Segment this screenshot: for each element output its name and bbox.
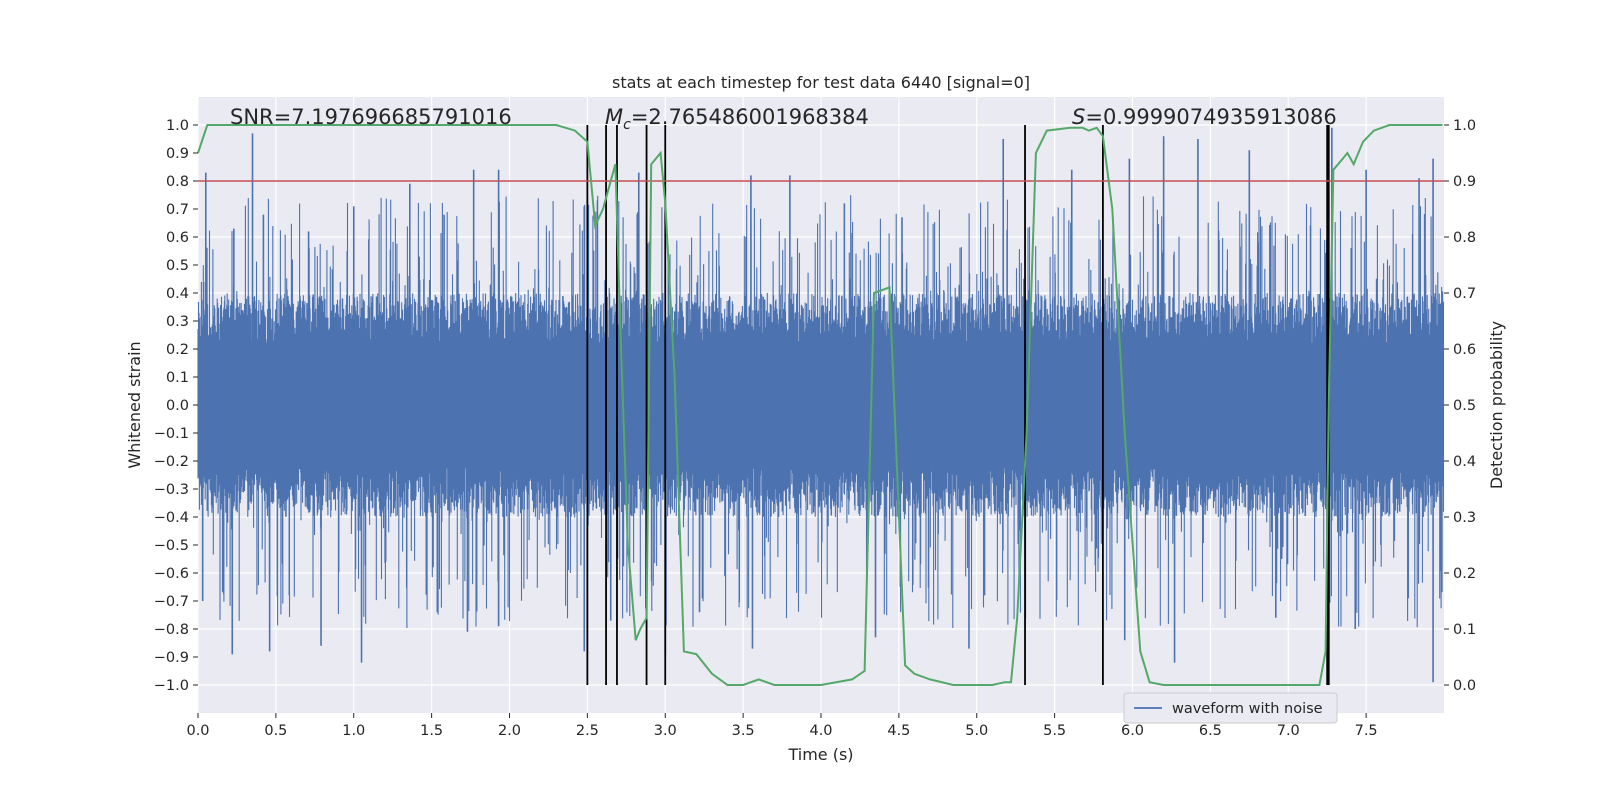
y2-tick-label: 0.6 xyxy=(1453,342,1476,358)
y-tick-label: 0.8 xyxy=(166,174,189,190)
y2-tick-label: 0.7 xyxy=(1453,286,1476,302)
x-tick-label: 1.0 xyxy=(342,723,365,739)
y-tick-label: 0.5 xyxy=(166,258,189,274)
y-tick-label: 1.0 xyxy=(166,118,189,134)
chirp-mass-symbol: M xyxy=(605,105,623,129)
x-tick-label: 0.0 xyxy=(186,723,209,739)
legend-label: waveform with noise xyxy=(1172,701,1323,717)
x-axis-label: Time (s) xyxy=(787,745,853,764)
x-tick-label: 6.5 xyxy=(1199,723,1222,739)
y2-tick-label: 0.2 xyxy=(1453,566,1476,582)
chirp-mass-value: =2.765486001968384 xyxy=(631,105,869,129)
y-tick-label: −1.0 xyxy=(154,678,189,694)
x-tick-label: 2.0 xyxy=(498,723,521,739)
y-tick-label: −0.1 xyxy=(154,426,189,442)
x-tick-label: 7.0 xyxy=(1277,723,1300,739)
x-tick-label: 3.0 xyxy=(654,723,677,739)
y-tick-label: −0.8 xyxy=(154,622,189,638)
y-tick-label: −0.5 xyxy=(154,538,189,554)
y-tick-label: −0.9 xyxy=(154,650,189,666)
detection-probability-line xyxy=(197,124,1443,686)
x-tick-label: 4.0 xyxy=(809,723,832,739)
axes: 0.0 0.5 1.0 1.5 2.0 2.5 3.0 3.5 4.0 4.5 5.0 5.5 6.0 6… xyxy=(154,118,1476,739)
y-tick-label: −0.2 xyxy=(154,454,189,470)
y-tick-label: −0.6 xyxy=(154,566,189,582)
legend: waveform with noise xyxy=(1123,692,1338,724)
x-tick-label: 7.5 xyxy=(1355,723,1378,739)
y-tick-label: 0.0 xyxy=(166,398,189,414)
significance-value: =0.9999074935913086 xyxy=(1085,105,1336,129)
y-tick-label: 0.2 xyxy=(166,342,189,358)
x-tick-label: 5.0 xyxy=(965,723,988,739)
y-tick-label: −0.7 xyxy=(154,594,189,610)
y-tick-label: 0.7 xyxy=(166,202,189,218)
y-axis-label: Whitened strain xyxy=(125,341,144,468)
y-tick-label: −0.4 xyxy=(154,510,189,526)
y2-tick-label: 0.4 xyxy=(1453,454,1476,470)
waveform-series xyxy=(197,127,1445,683)
y-tick-label: 0.9 xyxy=(166,146,189,162)
chart-title: stats at each timestep for test data 644… xyxy=(612,73,1030,92)
x-tick-label: 0.5 xyxy=(264,723,287,739)
x-tick-label: 3.5 xyxy=(732,723,755,739)
x-tick-label: 2.5 xyxy=(576,723,599,739)
x-tick-label: 4.5 xyxy=(887,723,910,739)
y2-tick-label: 0.1 xyxy=(1453,622,1476,638)
significance-annotation: S=0.9999074935913086 xyxy=(1072,105,1337,129)
legend-box xyxy=(1123,692,1338,724)
snr-annotation: SNR=7.197696685791016 xyxy=(230,105,512,129)
y2-tick-label: 0.5 xyxy=(1453,398,1476,414)
x-tick-label: 6.0 xyxy=(1121,723,1144,739)
y2-axis-label: Detection probability xyxy=(1487,321,1506,489)
y2-tick-label: 0.8 xyxy=(1453,230,1476,246)
overlay-lines xyxy=(197,124,1444,686)
x-tick-label: 1.5 xyxy=(420,723,443,739)
y-tick-label: 0.6 xyxy=(166,230,189,246)
y2-tick-label: 0.3 xyxy=(1453,510,1476,526)
chirp-mass-annotation: Mc=2.765486001968384 xyxy=(605,105,869,133)
chirp-mass-subscript: c xyxy=(623,117,631,133)
y-tick-label: 0.4 xyxy=(166,286,189,302)
y2-tick-label: 0.9 xyxy=(1453,174,1476,190)
significance-symbol: S xyxy=(1072,105,1085,129)
y-tick-label: 0.1 xyxy=(166,370,189,386)
y2-tick-label: 0.0 xyxy=(1453,678,1476,694)
y-tick-label: −0.3 xyxy=(154,482,189,498)
y-tick-label: 0.3 xyxy=(166,314,189,330)
x-tick-label: 5.5 xyxy=(1043,723,1066,739)
y2-tick-label: 1.0 xyxy=(1453,118,1476,134)
